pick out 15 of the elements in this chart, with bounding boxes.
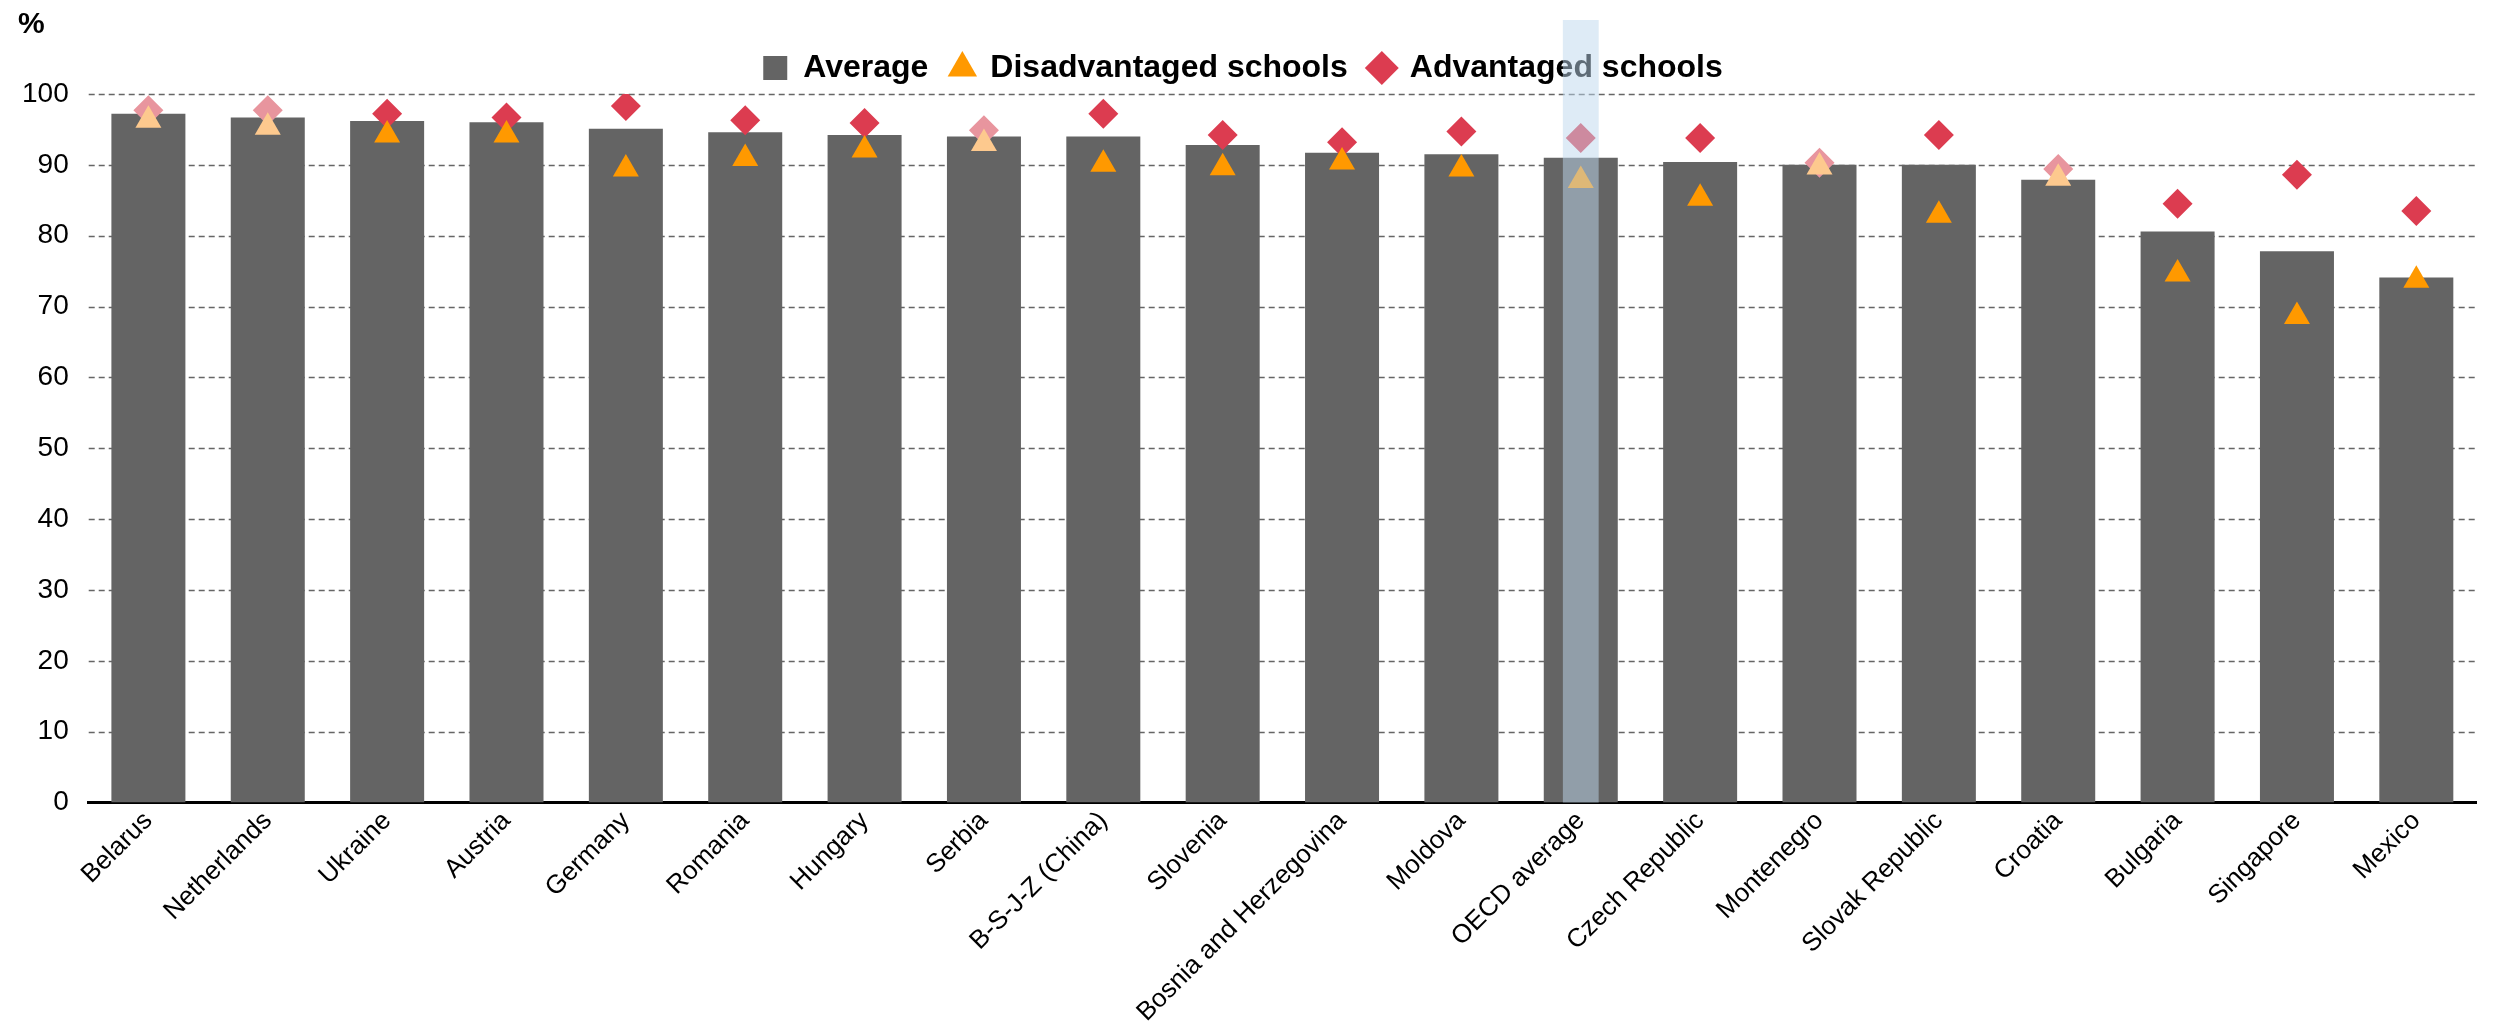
y-tick-label: 80 [37,218,69,250]
legend-label: Disadvantaged schools [990,47,1348,84]
y-tick-label: 30 [37,572,69,604]
y-tick-label: 40 [37,501,69,533]
y-tick-label: 70 [37,289,69,321]
legend-label: Average [803,47,929,84]
y-tick-label: 10 [37,714,69,746]
y-tick-label: 100 [22,76,69,108]
y-tick-label: 60 [37,360,69,392]
y-tick-label: 50 [37,431,69,463]
y-tick-label: 0 [53,785,69,817]
y-tick-label: 20 [37,643,69,675]
y-axis-title: % [18,6,45,40]
legend-label: Advantaged schools [1409,47,1723,84]
y-tick-label: 90 [37,147,69,179]
